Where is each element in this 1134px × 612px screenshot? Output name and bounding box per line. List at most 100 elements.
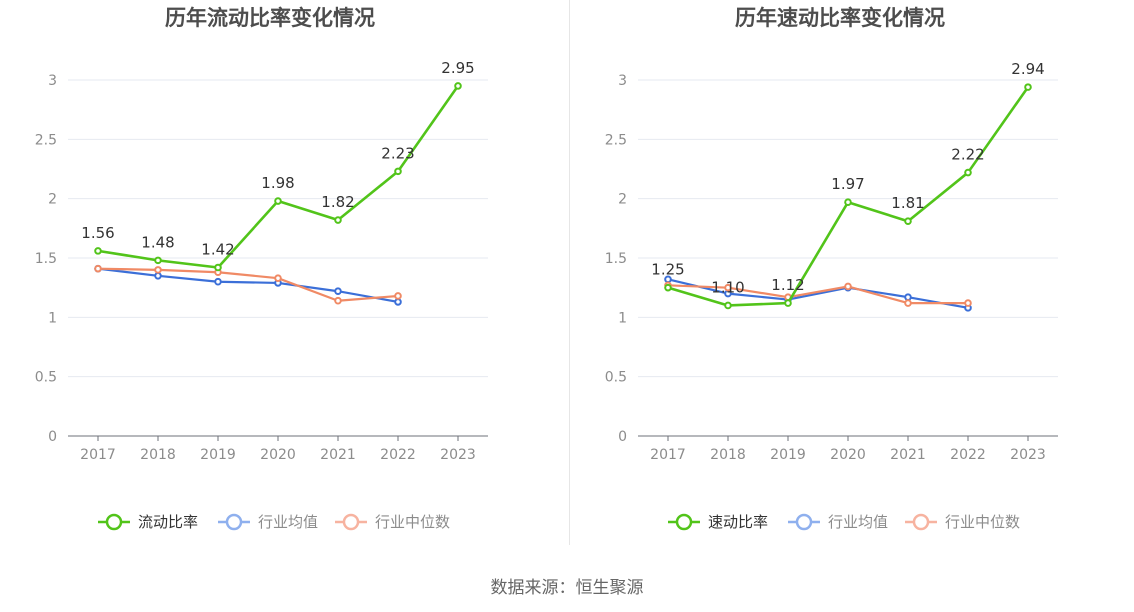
quick-ratio-legend-marker: [912, 513, 930, 531]
current-ratio-legend-marker: [105, 513, 123, 531]
current-ratio-primary-point[interactable]: [334, 216, 342, 224]
current-ratio-legend-label: 流动比率: [138, 513, 198, 531]
quick-ratio-primary-point[interactable]: [964, 168, 972, 177]
current-ratio-y-tick-label: 1.5: [35, 251, 57, 267]
current-ratio-legend-median[interactable]: 行业中位数: [335, 513, 450, 531]
chart-divider: [569, 0, 570, 545]
quick-ratio-x-tick-label: 2017: [650, 447, 686, 463]
quick-ratio-data-label: 1.25: [651, 261, 684, 279]
current-ratio-data-label: 2.95: [441, 59, 474, 77]
current-ratio-median-point[interactable]: [154, 266, 162, 274]
quick-ratio-y-tick-label: 2.5: [605, 132, 627, 148]
current-ratio-data-label: 1.42: [201, 240, 234, 258]
current-ratio-legend-marker: [342, 513, 360, 531]
quick-ratio-primary-point[interactable]: [784, 299, 792, 307]
quick-ratio-legend-marker: [675, 513, 693, 531]
current-ratio-legend-average[interactable]: 行业均值: [218, 513, 318, 531]
current-ratio-primary-point[interactable]: [154, 256, 162, 265]
quick-ratio-average-point[interactable]: [904, 293, 912, 301]
current-ratio-chart: 历年流动比率变化情况 0 0.5 1 1.5 2 2.5 3 2017 2018 2019 2020 2…: [35, 6, 488, 531]
current-ratio-median-point[interactable]: [394, 292, 402, 300]
current-ratio-median-point[interactable]: [274, 274, 282, 282]
quick-ratio-data-label: 1.97: [831, 175, 864, 193]
quick-ratio-legend-label: 行业中位数: [945, 513, 1020, 531]
quick-ratio-y-tick-label: 2: [618, 192, 627, 208]
current-ratio-x-tick-label: 2023: [440, 447, 476, 463]
quick-ratio-legend-label: 速动比率: [708, 513, 768, 531]
quick-ratio-x-tick-label: 2019: [770, 447, 806, 463]
quick-ratio-data-label: 2.94: [1011, 60, 1044, 78]
quick-ratio-primary-point[interactable]: [1024, 83, 1032, 91]
quick-ratio-data-label: 1.12: [771, 276, 804, 294]
quick-ratio-x-tick-label: 2021: [890, 447, 926, 463]
quick-ratio-y-tick-label: 1.5: [605, 251, 627, 267]
current-ratio-legend-label: 行业均值: [258, 513, 318, 531]
quick-ratio-primary-line: [667, 86, 1030, 307]
quick-ratio-data-label: 1.81: [891, 194, 924, 212]
quick-ratio-data-label: 1.10: [711, 278, 744, 296]
current-ratio-x-tick-label: 2022: [380, 447, 416, 463]
quick-ratio-average-line: [667, 278, 969, 309]
current-ratio-data-label: 1.56: [81, 224, 114, 242]
current-ratio-x-tick-label: 2021: [320, 447, 356, 463]
current-ratio-average-point[interactable]: [214, 277, 222, 286]
current-ratio-data-label: 1.98: [261, 174, 294, 192]
quick-ratio-median-point[interactable]: [724, 283, 732, 292]
quick-ratio-x-tick-label: 2022: [950, 447, 986, 463]
current-ratio-data-label: 2.23: [381, 144, 414, 162]
current-ratio-legend-marker: [225, 513, 243, 531]
current-ratio-y-tick-label: 1: [48, 310, 57, 326]
quick-ratio-primary-point[interactable]: [904, 217, 912, 226]
current-ratio-legend-label: 行业中位数: [375, 513, 450, 531]
current-ratio-data-label: 1.48: [141, 233, 174, 251]
current-ratio-primary-point[interactable]: [214, 263, 222, 272]
quick-ratio-y-tick-label: 0: [618, 429, 627, 445]
current-ratio-y-tick-label: 2: [48, 192, 57, 208]
quick-ratio-data-label: 2.22: [951, 146, 984, 164]
current-ratio-y-tick-label: 3: [48, 73, 57, 89]
quick-ratio-median-line: [667, 284, 968, 305]
current-ratio-primary-point[interactable]: [94, 247, 102, 255]
current-ratio-primary-point[interactable]: [394, 167, 402, 176]
quick-ratio-legend-label: 行业均值: [828, 513, 888, 531]
quick-ratio-y-tick-label: 0.5: [605, 370, 627, 386]
current-ratio-average-point[interactable]: [394, 298, 402, 306]
quick-ratio-y-tick-label: 3: [618, 73, 627, 89]
current-ratio-data-label: 1.82: [321, 193, 354, 211]
quick-ratio-legend-marker: [795, 513, 813, 531]
quick-ratio-chart-title: 历年速动比率变化情况: [735, 6, 945, 30]
quick-ratio-median-point[interactable]: [964, 299, 972, 307]
current-ratio-legend-primary[interactable]: 流动比率: [98, 513, 198, 531]
current-ratio-average-line: [97, 267, 399, 303]
current-ratio-x-tick-label: 2018: [140, 447, 176, 463]
current-ratio-average-point[interactable]: [154, 272, 162, 280]
current-ratio-chart-title: 历年流动比率变化情况: [165, 6, 375, 30]
quick-ratio-legend-primary[interactable]: 速动比率: [668, 513, 768, 531]
current-ratio-y-tick-label: 0.5: [35, 370, 57, 386]
current-ratio-x-tick-label: 2017: [80, 447, 116, 463]
data-source: 数据来源：恒生聚源: [490, 578, 644, 598]
current-ratio-x-tick-label: 2020: [260, 447, 296, 463]
current-ratio-median-point[interactable]: [94, 264, 102, 273]
quick-ratio-legend-average[interactable]: 行业均值: [788, 513, 888, 531]
quick-ratio-median-point[interactable]: [844, 282, 852, 291]
current-ratio-median-point[interactable]: [334, 296, 342, 305]
quick-ratio-median-point[interactable]: [904, 299, 912, 307]
current-ratio-y-tick-label: 2.5: [35, 132, 57, 148]
current-ratio-average-point[interactable]: [334, 287, 342, 296]
quick-ratio-primary-point[interactable]: [664, 283, 672, 292]
quick-ratio-x-tick-label: 2018: [710, 447, 746, 463]
current-ratio-median-line: [97, 267, 399, 302]
quick-ratio-chart: 历年速动比率变化情况 0 0.5 1 1.5 2 2.5 3 2017 2018 2019 2020 2…: [605, 6, 1058, 531]
current-ratio-x-tick-label: 2019: [200, 447, 236, 463]
quick-ratio-primary-point[interactable]: [844, 198, 852, 207]
current-ratio-primary-point[interactable]: [454, 82, 462, 90]
quick-ratio-x-tick-label: 2020: [830, 447, 866, 463]
quick-ratio-legend-median[interactable]: 行业中位数: [905, 513, 1020, 531]
quick-ratio-y-tick-label: 1: [618, 310, 627, 326]
current-ratio-y-tick-label: 0: [48, 429, 57, 445]
current-ratio-primary-point[interactable]: [274, 197, 282, 205]
quick-ratio-primary-point[interactable]: [724, 301, 732, 310]
quick-ratio-x-tick-label: 2023: [1010, 447, 1046, 463]
